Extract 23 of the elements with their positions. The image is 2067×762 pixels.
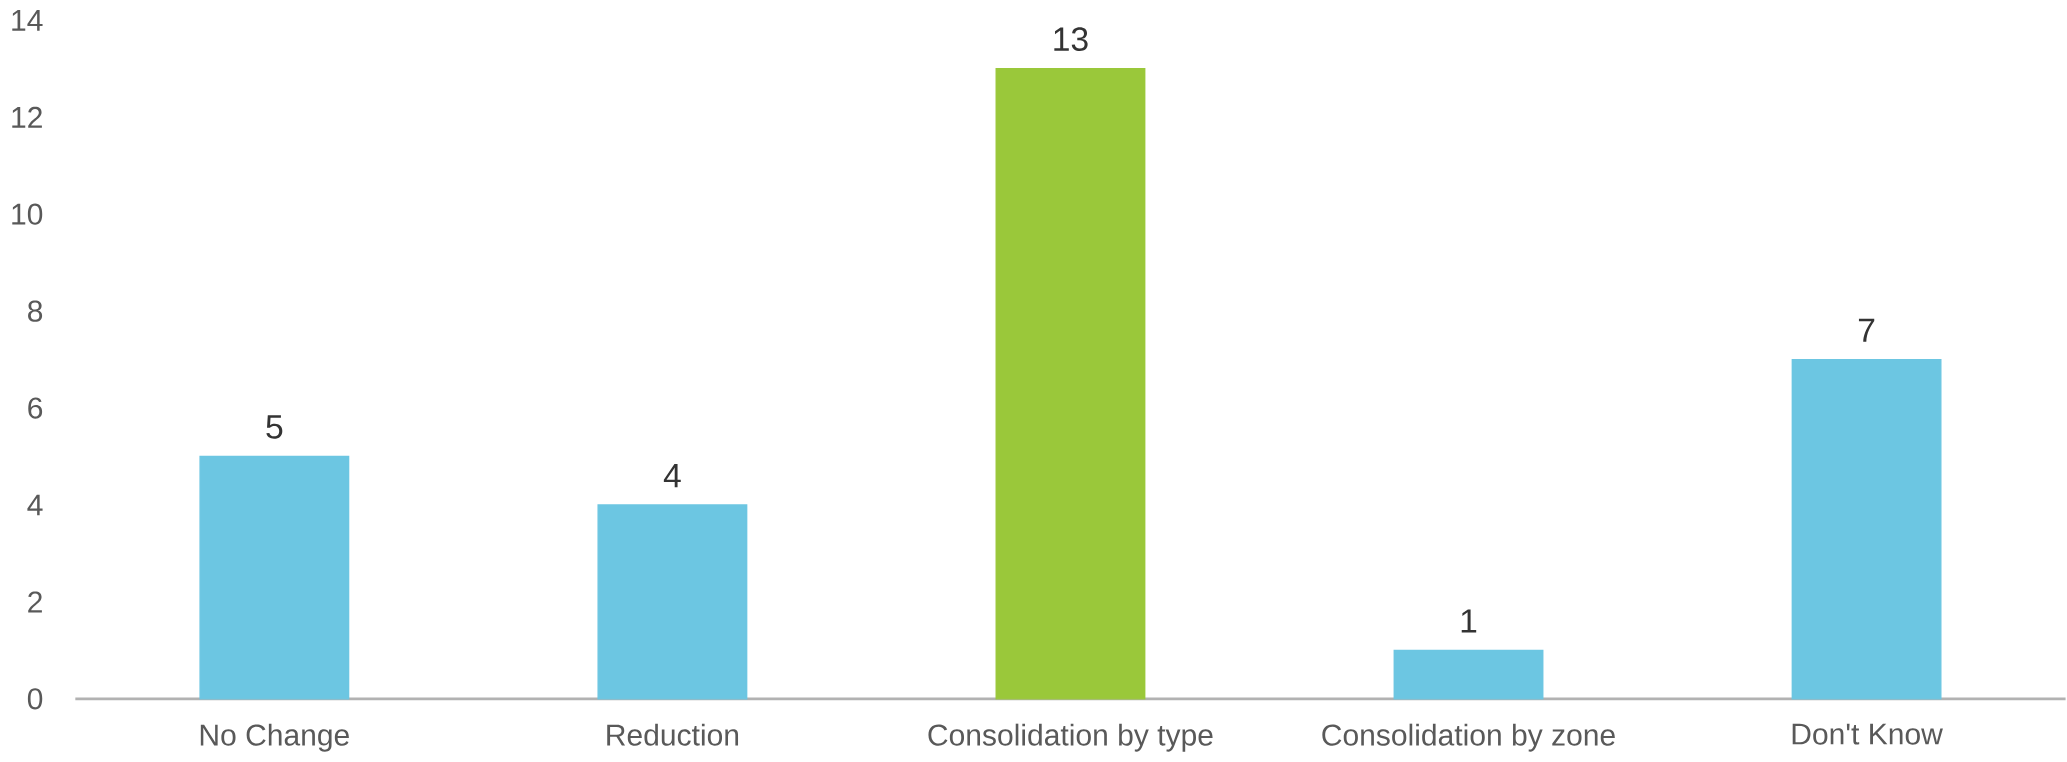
y-tick-label: 2 [28,591,42,613]
bar [597,504,748,700]
data-label: 4 [663,464,681,488]
y-tick-label: 4 [27,494,43,516]
x-tick-label: No Change [200,723,349,752]
x-tick-label: Consolidation by type [928,723,1213,752]
bar [995,68,1146,700]
data-label: 13 [1054,27,1088,52]
x-tick-label: Consolidation by zone [1322,723,1615,752]
y-tick-label: 0 [27,688,43,710]
bar [199,455,350,700]
x-tick-label: Reduction [607,723,739,746]
data-label: 5 [266,415,283,439]
y-tick-label: 12 [12,106,42,128]
bar [1791,359,1942,700]
data-label: 7 [1858,318,1875,342]
x-tick-label: Don't Know [1792,723,1943,745]
bar [1393,649,1544,700]
y-tick-label: 10 [12,203,43,225]
y-tick-label: 8 [28,300,43,322]
y-tick-label: 14 [12,10,43,31]
y-tick-label: 6 [28,397,43,419]
data-label: 1 [1461,609,1477,633]
